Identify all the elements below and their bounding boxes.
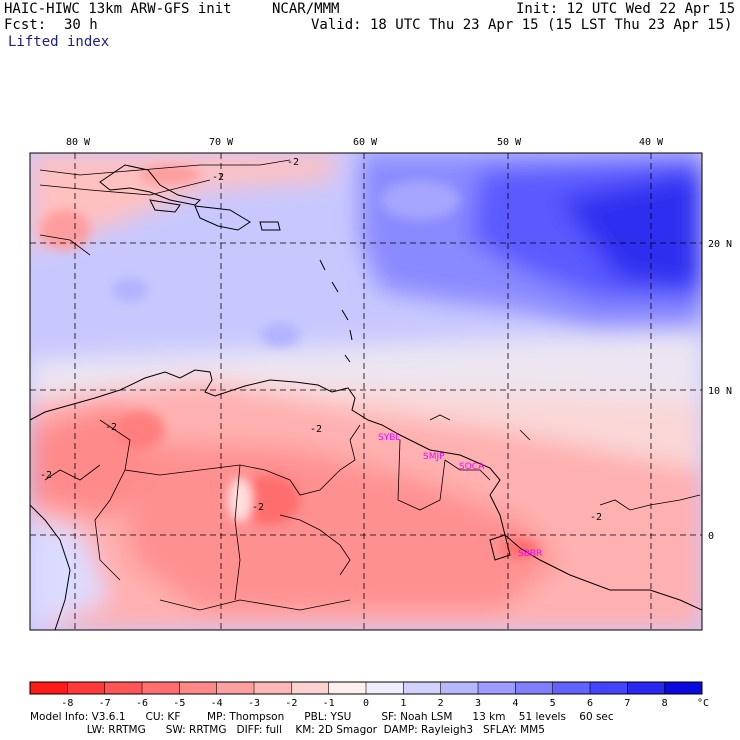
colorbar-swatch <box>30 682 68 694</box>
colorbar-tick-label: 4 <box>512 698 518 709</box>
colorbar-unit: °C <box>697 698 709 709</box>
init-time: Init: 12 UTC Wed 22 Apr 15 <box>516 1 736 17</box>
field-name: Lifted index <box>8 34 110 50</box>
lat-label: 0 <box>708 531 714 542</box>
contour-lines <box>39 159 701 576</box>
station-soca: SOCA <box>459 462 485 472</box>
colorbar-tick-label: -4 <box>211 698 223 709</box>
colorbar-swatch <box>142 682 180 694</box>
lon-label: 60 W <box>353 137 378 148</box>
graticule <box>30 153 702 630</box>
colorbar-tick-label: 0 <box>363 698 369 709</box>
contour-label: -2 <box>212 172 224 183</box>
colorbar-tick-label: -3 <box>248 698 260 709</box>
colorbar-swatch <box>104 682 143 694</box>
colorbar-swatch <box>664 682 703 694</box>
station-sbbr: SBBR <box>518 549 542 559</box>
colorbar-tick-label: 7 <box>624 698 630 709</box>
colorbar-swatch <box>254 682 292 694</box>
org-label: NCAR/MMM <box>272 1 340 17</box>
colorbar-swatch <box>403 682 442 694</box>
colorbar-tick-label: 6 <box>587 698 593 709</box>
colorbar-swatch <box>179 682 218 694</box>
colorbar-swatch <box>440 682 479 694</box>
lon-label: 70 W <box>209 137 234 148</box>
station-sybl: SYBL <box>378 433 400 443</box>
colorbar-tick-label: -8 <box>61 698 73 709</box>
colorbar-tick-label: 2 <box>438 698 444 709</box>
borders <box>94 419 491 611</box>
colorbar-swatch <box>627 682 666 694</box>
colorbar-swatch <box>291 682 330 694</box>
station-smjp: SMJP <box>423 452 445 462</box>
contour-label: -2 <box>310 424 322 435</box>
model-title: HAIC-HIWC 13km ARW-GFS init <box>4 1 232 17</box>
lat-label: 20 N <box>708 239 732 250</box>
contour-label: -2 <box>287 157 299 168</box>
lat-label: 10 N <box>708 386 732 397</box>
colorbar-swatch <box>478 682 516 694</box>
colorbar-tick-label: 3 <box>475 698 481 709</box>
coastlines <box>30 164 702 630</box>
contour-label: -2 <box>105 422 117 433</box>
model-info-line1: Model Info: V3.6.1 CU: KF MP: Thompson P… <box>30 711 614 723</box>
colorbar-swatch <box>590 682 628 694</box>
colorbar-tick-label: -6 <box>136 698 148 709</box>
colorbar-tick-label: -5 <box>173 698 185 709</box>
lon-label: 40 W <box>639 137 664 148</box>
valid-time: Valid: 18 UTC Thu 23 Apr 15 (15 LST Thu … <box>311 17 733 33</box>
colorbar-swatch <box>366 682 404 694</box>
lon-label: 80 W <box>66 137 91 148</box>
contour-label: -2 <box>40 470 52 481</box>
lifted-index-field <box>30 153 702 630</box>
forecast-label: Fcst: <box>4 17 47 33</box>
map-border <box>29 152 703 631</box>
colorbar-swatch <box>515 682 554 694</box>
colorbar-tick-label: -2 <box>285 698 297 709</box>
colorbar-tick-label: -7 <box>99 698 111 709</box>
colorbar-tick-label: 5 <box>550 698 556 709</box>
colorbar: -8 -7 -6 -5 -4 -3 -2 -1 0 1 2 3 4 5 6 7 8 °C <box>29 681 709 709</box>
colorbar-tick-label: -1 <box>323 698 335 709</box>
lon-label: 50 W <box>497 137 522 148</box>
colorbar-swatch <box>67 682 106 694</box>
colorbar-tick-label: 8 <box>662 698 668 709</box>
colorbar-swatch <box>552 682 591 694</box>
colorbar-swatch <box>216 682 255 694</box>
colorbar-swatch <box>328 682 367 694</box>
contour-label: -2 <box>590 512 602 523</box>
model-info-line2: LW: RRTMG SW: RRTMG DIFF: full KM: 2D Sm… <box>30 724 545 736</box>
colorbar-tick-label: 1 <box>400 698 406 709</box>
contour-label-group: -2 -2 -2 -2 -2 -2 -2 <box>40 157 602 523</box>
forecast-hour: 30 h <box>64 17 98 33</box>
contour-label: -2 <box>252 502 264 513</box>
